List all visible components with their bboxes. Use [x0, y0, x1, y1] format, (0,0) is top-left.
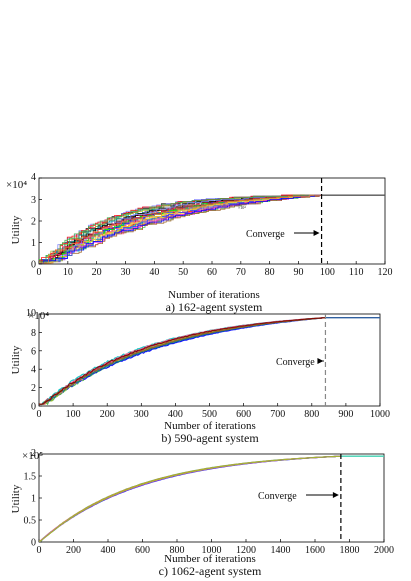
- x-tick-label: 400: [101, 545, 116, 556]
- x-tick-label: 300: [134, 409, 149, 420]
- y-tick-label: 1: [31, 494, 36, 505]
- x-tick-label: 120: [378, 267, 393, 278]
- chart-panel-a: ×10⁴ Utility Number of iterations a) 162…: [6, 172, 393, 314]
- y-tick-label: 3: [31, 195, 36, 206]
- x-tick-label: 100: [66, 409, 81, 420]
- y-tick-label: 6: [31, 346, 36, 357]
- x-axis-label: Number of iterations: [168, 289, 260, 301]
- converge-label: Converge: [258, 491, 297, 502]
- y-tick-label: 2: [31, 217, 36, 228]
- x-tick-label: 110: [349, 267, 364, 278]
- x-tick-label: 50: [178, 267, 188, 278]
- y-axis-label: Utility: [10, 345, 22, 374]
- y-axis-label: Utility: [10, 215, 22, 244]
- x-tick-label: 0: [37, 409, 42, 420]
- y-tick-label: 2: [31, 448, 36, 459]
- series-line: [39, 194, 322, 262]
- series-line: [39, 194, 322, 264]
- x-tick-label: 1000: [202, 545, 222, 556]
- x-tick-label: 10: [63, 267, 73, 278]
- series-line: [39, 194, 322, 264]
- x-tick-label: 800: [170, 545, 185, 556]
- x-tick-label: 70: [236, 267, 246, 278]
- x-tick-label: 400: [168, 409, 183, 420]
- x-tick-label: 800: [304, 409, 319, 420]
- series-line: [39, 455, 341, 542]
- x-tick-label: 1800: [340, 545, 360, 556]
- converge-arrowhead: [313, 230, 320, 236]
- chart-panel-c: ×10⁵ Utility Number of iterations c) 106…: [10, 448, 394, 578]
- x-tick-label: 2000: [374, 545, 394, 556]
- x-tick-label: 200: [66, 545, 81, 556]
- x-axis-label: Number of iterations: [164, 553, 256, 565]
- y-tick-label: 0: [31, 402, 36, 413]
- x-tick-label: 0: [37, 267, 42, 278]
- x-tick-label: 600: [135, 545, 150, 556]
- plot-frame: [38, 313, 381, 407]
- chart-caption: c) 1062-agent system: [159, 564, 262, 578]
- y-tick-label: 10: [26, 308, 36, 319]
- plot-frame: [38, 177, 386, 265]
- chart-caption: a) 162-agent system: [166, 300, 263, 314]
- y-tick-label: 1: [31, 238, 36, 249]
- y-tick-label: 8: [31, 328, 36, 339]
- y-tick-label: 0: [31, 538, 36, 549]
- y-tick-label: 1.5: [24, 472, 37, 483]
- chart-caption: b) 590-agent system: [161, 431, 259, 445]
- converge-arrowhead: [332, 492, 339, 498]
- x-tick-label: 600: [236, 409, 251, 420]
- y-tick-label: 2: [31, 383, 36, 394]
- x-tick-label: 1200: [236, 545, 256, 556]
- x-tick-label: 900: [338, 409, 353, 420]
- converge-arrowhead: [317, 358, 324, 364]
- x-tick-label: 1000: [370, 409, 390, 420]
- series-line: [39, 194, 322, 264]
- series-line: [39, 194, 322, 264]
- converge-label: Converge: [246, 229, 285, 240]
- y-tick-label: 4: [31, 365, 36, 376]
- x-tick-label: 0: [37, 545, 42, 556]
- x-tick-label: 700: [270, 409, 285, 420]
- x-tick-label: 80: [265, 267, 275, 278]
- multiplier-label: ×10⁴: [6, 179, 27, 191]
- x-axis-label: Number of iterations: [164, 420, 256, 432]
- converge-label: Converge: [276, 357, 315, 368]
- x-tick-label: 1400: [271, 545, 291, 556]
- x-tick-label: 30: [121, 267, 131, 278]
- x-tick-label: 200: [100, 409, 115, 420]
- y-tick-label: 0.5: [24, 516, 37, 527]
- y-tick-label: 4: [31, 172, 36, 183]
- series-line: [39, 317, 326, 405]
- x-tick-label: 40: [149, 267, 159, 278]
- x-tick-label: 20: [92, 267, 102, 278]
- inset-multiplier-label: ×10⁴: [238, 205, 246, 210]
- x-tick-label: 500: [202, 409, 217, 420]
- x-tick-label: 100: [320, 267, 335, 278]
- y-axis-label: Utility: [10, 484, 22, 513]
- x-tick-label: 90: [294, 267, 304, 278]
- y-tick-label: 0: [31, 260, 36, 271]
- chart-panel-b: ×10⁴ Utility Number of iterations b) 590…: [10, 308, 390, 445]
- x-tick-label: 1600: [305, 545, 325, 556]
- x-tick-label: 60: [207, 267, 217, 278]
- multiplier-label: ×10⁵: [22, 450, 43, 462]
